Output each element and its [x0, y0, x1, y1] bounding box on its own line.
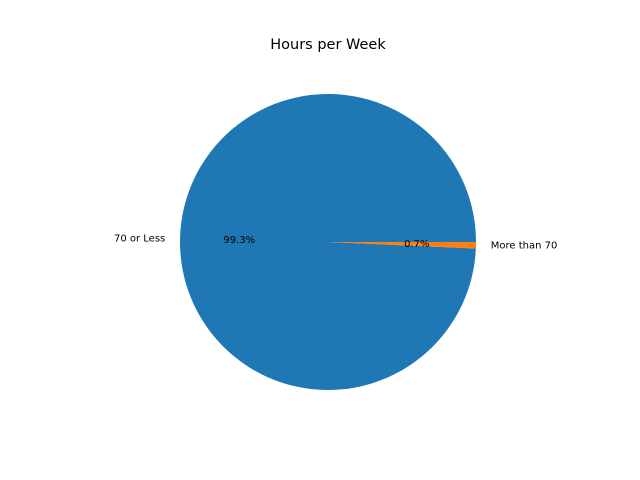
pct-label-1: 0.7% — [404, 239, 429, 250]
pie-slices — [180, 94, 476, 391]
pie-slice-0 — [180, 94, 476, 391]
pie-labels: 70 or Less 99.3% More than 70 0.7% — [114, 233, 557, 251]
pct-label-0: 99.3% — [223, 235, 255, 246]
slice-label-1: More than 70 — [491, 241, 558, 252]
slice-label-0: 70 or Less — [114, 233, 165, 244]
pie-slice-1 — [328, 242, 476, 249]
chart-title: Hours per Week — [270, 37, 386, 53]
